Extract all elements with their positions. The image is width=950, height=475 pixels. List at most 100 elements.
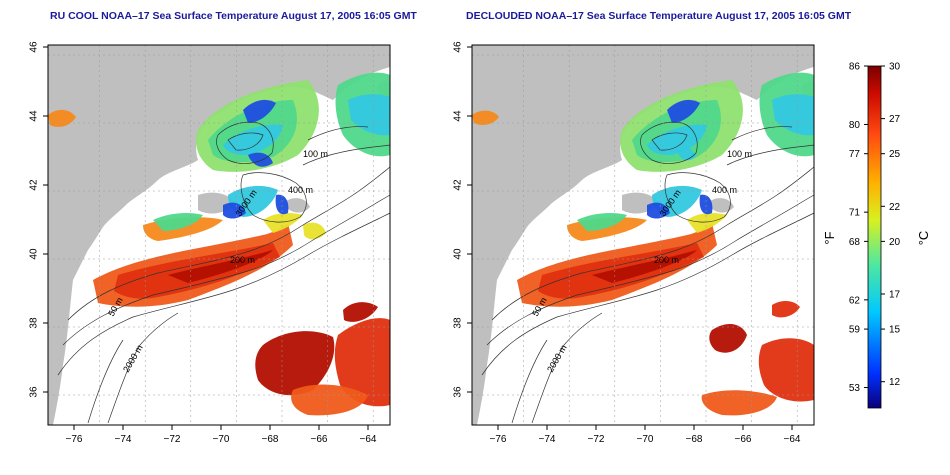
sst-patch bbox=[303, 222, 326, 240]
sst-patch bbox=[758, 338, 814, 402]
y-tick-label: 38 bbox=[453, 317, 464, 329]
bathymetry-contour bbox=[726, 144, 815, 166]
sst-patch bbox=[647, 202, 670, 219]
bathymetry-contour bbox=[307, 126, 369, 141]
celsius-tick-label: 30 bbox=[889, 62, 901, 73]
sst-patch bbox=[275, 194, 289, 215]
right-map-title: DECLOUDED NOAA–17 Sea Surface Temperatur… bbox=[466, 10, 852, 22]
x-tick-label: −66 bbox=[311, 434, 328, 445]
fahrenheit-tick-label: 53 bbox=[849, 383, 861, 394]
contour-label: 400 m bbox=[288, 185, 313, 195]
land-mass bbox=[48, 45, 390, 425]
fahrenheit-tick-label: 59 bbox=[849, 325, 861, 336]
contour-label: 200 m bbox=[654, 255, 679, 265]
sst-patch bbox=[343, 302, 378, 322]
celsius-axis-label: °C bbox=[916, 231, 931, 246]
sst-patch bbox=[772, 301, 800, 318]
bathymetry-contour bbox=[531, 312, 603, 424]
x-tick-label: −70 bbox=[213, 434, 230, 445]
sst-patch bbox=[709, 323, 747, 353]
y-tick-label: 38 bbox=[29, 317, 40, 329]
x-tick-label: −74 bbox=[539, 434, 556, 445]
y-tick-label: 46 bbox=[453, 41, 464, 53]
celsius-tick-label: 12 bbox=[889, 377, 901, 388]
left-map-title: RU COOL NOAA–17 Sea Surface Temperature … bbox=[50, 10, 417, 22]
contour-label: 100 m bbox=[727, 149, 752, 159]
celsius-tick-label: 17 bbox=[889, 290, 901, 301]
sst-patch bbox=[472, 110, 499, 125]
y-tick-label: 46 bbox=[29, 41, 40, 53]
bathymetry-contour bbox=[62, 194, 391, 346]
sst-patch bbox=[667, 99, 700, 123]
y-tick-label: 44 bbox=[453, 110, 464, 122]
sst-patch bbox=[348, 94, 390, 136]
y-tick-label: 42 bbox=[29, 179, 40, 191]
fahrenheit-tick-label: 62 bbox=[849, 295, 861, 306]
sst-patch bbox=[223, 124, 283, 155]
x-tick-label: −64 bbox=[360, 434, 377, 445]
x-tick-label: −72 bbox=[164, 434, 181, 445]
celsius-tick-label: 22 bbox=[889, 202, 901, 213]
fahrenheit-axis-label: °F bbox=[822, 231, 837, 244]
sst-patch bbox=[243, 99, 276, 123]
x-tick-label: −72 bbox=[588, 434, 605, 445]
sst-patch bbox=[48, 109, 76, 127]
sst-patch bbox=[223, 202, 246, 219]
fahrenheit-tick-label: 86 bbox=[849, 62, 861, 73]
bathymetry-contour bbox=[240, 172, 307, 223]
celsius-tick-label: 27 bbox=[889, 114, 901, 125]
fahrenheit-tick-label: 77 bbox=[849, 149, 861, 160]
x-tick-label: −76 bbox=[490, 434, 507, 445]
y-tick-label: 40 bbox=[29, 248, 40, 260]
bathymetry-contour bbox=[216, 121, 274, 164]
sst-patch bbox=[255, 331, 335, 396]
x-tick-label: −68 bbox=[262, 434, 279, 445]
celsius-tick-label: 25 bbox=[889, 149, 901, 160]
map-frame bbox=[47, 44, 391, 426]
y-tick-label: 44 bbox=[29, 110, 40, 122]
bathymetry-contour bbox=[511, 339, 548, 424]
bathymetry-contour bbox=[87, 339, 124, 424]
x-tick-label: −66 bbox=[735, 434, 752, 445]
celsius-tick-label: 15 bbox=[889, 325, 901, 336]
x-tick-label: −70 bbox=[637, 434, 654, 445]
bathymetry-contour bbox=[302, 144, 391, 166]
sst-patch bbox=[592, 250, 697, 283]
colorbar: 30 27 25 22 20 17 15 12 86 80 77 71 68 62 59 53 °F °C bbox=[822, 62, 931, 409]
y-tick-label: 40 bbox=[453, 248, 464, 260]
x-tick-label: −64 bbox=[784, 434, 801, 445]
bathymetry-contour bbox=[107, 312, 179, 424]
sst-patch bbox=[334, 318, 390, 407]
sst-patch bbox=[153, 212, 203, 231]
map-frame bbox=[471, 44, 815, 426]
contour-label: 100 m bbox=[303, 149, 328, 159]
y-tick-label: 36 bbox=[29, 386, 40, 398]
contour-label: 200 m bbox=[230, 255, 255, 265]
fahrenheit-tick-label: 71 bbox=[849, 208, 861, 219]
sst-patch bbox=[772, 94, 814, 136]
bathymetry-contour bbox=[57, 212, 391, 376]
x-tick-label: −68 bbox=[686, 434, 703, 445]
x-tick-label: −76 bbox=[66, 434, 83, 445]
sst-patch bbox=[647, 124, 707, 155]
sst-patch bbox=[263, 212, 303, 233]
bathymetry-contour bbox=[491, 166, 815, 321]
land-mass bbox=[283, 198, 310, 213]
bathymetry-contour bbox=[227, 132, 264, 151]
sst-patch bbox=[699, 194, 713, 215]
sst-patch bbox=[168, 250, 273, 283]
celsius-tick-label: 20 bbox=[889, 237, 901, 248]
bathymetry-contour bbox=[731, 126, 793, 141]
contour-label: 400 m bbox=[712, 185, 737, 195]
sst-patch bbox=[577, 212, 627, 231]
sst-patch bbox=[687, 212, 727, 233]
fahrenheit-tick-label: 80 bbox=[849, 120, 861, 131]
y-tick-label: 42 bbox=[453, 179, 464, 191]
sst-patch bbox=[248, 152, 273, 167]
bathymetry-contour bbox=[664, 172, 731, 223]
bathymetry-contour bbox=[651, 132, 688, 151]
